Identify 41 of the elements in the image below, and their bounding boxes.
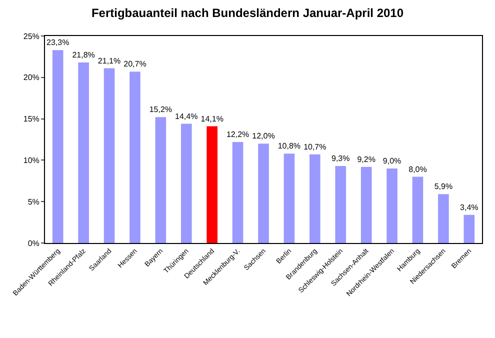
- bar: [206, 126, 218, 243]
- bar: [464, 214, 475, 243]
- data-label: 5,9%: [434, 182, 453, 192]
- data-label: 12,0%: [252, 132, 275, 141]
- data-label: 9,0%: [382, 156, 402, 166]
- bar: [130, 72, 140, 243]
- bar: [232, 142, 244, 243]
- y-tick-label: 0%: [28, 238, 40, 248]
- bar: [78, 62, 89, 243]
- y-tick-label: 25%: [23, 32, 40, 41]
- bar: [155, 117, 166, 243]
- bar: [310, 154, 320, 243]
- data-label: 15,2%: [149, 105, 172, 114]
- data-label: 3,4%: [460, 202, 478, 212]
- data-label: 9,3%: [332, 154, 350, 163]
- data-label: 10,8%: [278, 142, 301, 151]
- chart-title: Fertigbauanteil nach Bundesländern Januar-April 2010: [91, 6, 404, 20]
- y-tick-label: 10%: [23, 156, 40, 165]
- y-tick-label: 15%: [23, 114, 40, 124]
- bar: [386, 168, 398, 243]
- y-tick-label: 20%: [23, 73, 40, 82]
- data-label: 21,8%: [72, 50, 95, 60]
- data-label: 20,7%: [124, 60, 146, 69]
- data-label: 8,0%: [408, 164, 427, 174]
- bar: [104, 68, 115, 243]
- bar: [180, 124, 192, 243]
- data-label: 23,3%: [46, 38, 70, 48]
- bar: [258, 144, 269, 243]
- y-tick-label: 5%: [28, 197, 40, 206]
- bar: [412, 176, 424, 243]
- bar: [52, 50, 64, 243]
- data-label: 14,1%: [200, 114, 224, 124]
- data-label: 21,1%: [98, 56, 121, 66]
- bar: [284, 154, 295, 243]
- data-label: 14,4%: [175, 112, 198, 121]
- data-label: 10,7%: [304, 142, 326, 152]
- data-label: 12,2%: [226, 130, 250, 139]
- data-label: 9,2%: [357, 154, 376, 164]
- bar: [438, 194, 449, 243]
- bar: [335, 166, 346, 243]
- bar: [360, 166, 372, 243]
